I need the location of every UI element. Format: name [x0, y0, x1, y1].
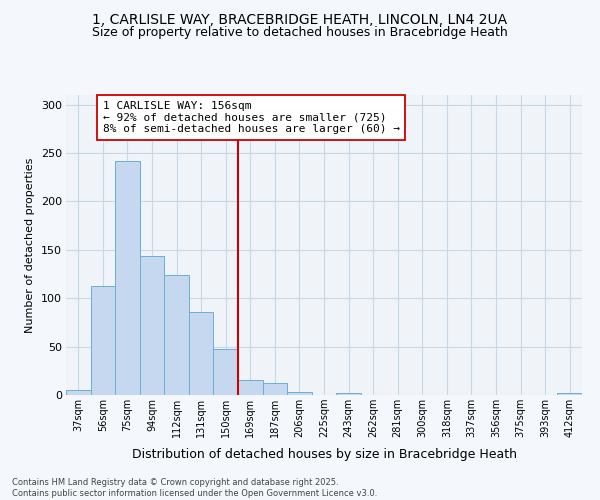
X-axis label: Distribution of detached houses by size in Bracebridge Heath: Distribution of detached houses by size … — [131, 448, 517, 462]
Bar — [189, 312, 214, 395]
Bar — [263, 384, 287, 395]
Bar — [557, 393, 582, 395]
Bar — [164, 275, 189, 395]
Y-axis label: Number of detached properties: Number of detached properties — [25, 158, 35, 332]
Bar — [214, 348, 238, 395]
Text: 1 CARLISLE WAY: 156sqm
← 92% of detached houses are smaller (725)
8% of semi-det: 1 CARLISLE WAY: 156sqm ← 92% of detached… — [103, 101, 400, 134]
Bar — [336, 393, 361, 395]
Text: Contains HM Land Registry data © Crown copyright and database right 2025.
Contai: Contains HM Land Registry data © Crown c… — [12, 478, 377, 498]
Bar — [66, 390, 91, 395]
Bar — [140, 256, 164, 395]
Text: 1, CARLISLE WAY, BRACEBRIDGE HEATH, LINCOLN, LN4 2UA: 1, CARLISLE WAY, BRACEBRIDGE HEATH, LINC… — [92, 12, 508, 26]
Bar — [115, 161, 140, 395]
Bar — [91, 286, 115, 395]
Bar — [287, 392, 312, 395]
Bar — [238, 380, 263, 395]
Text: Size of property relative to detached houses in Bracebridge Heath: Size of property relative to detached ho… — [92, 26, 508, 39]
